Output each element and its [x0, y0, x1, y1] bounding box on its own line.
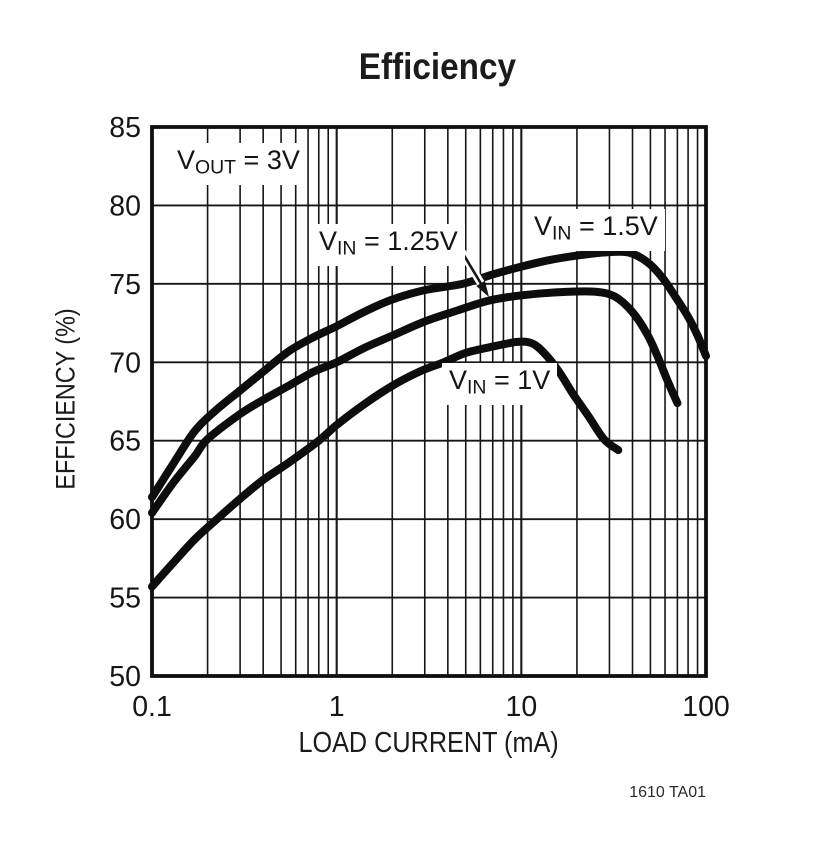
y-tick-label: 80 [109, 190, 141, 222]
x-tick-label: 100 [682, 691, 730, 723]
y-tick-label: 75 [109, 269, 141, 301]
arrow-shaft [460, 251, 485, 288]
y-tick-label: 70 [109, 347, 141, 379]
series-label-vin-1.5v: VIN = 1.5V [527, 209, 665, 252]
plot-border [150, 125, 708, 678]
arrow-head-icon [476, 280, 489, 297]
vin125-symbol: V [319, 226, 338, 256]
y-axis-label: EFFICIENCY (%) [51, 308, 82, 489]
vout-value: = 3V [236, 145, 300, 175]
vout-symbol: V [177, 145, 196, 175]
vout-subscript: OUT [195, 156, 237, 179]
vin1-symbol: V [449, 365, 468, 395]
y-tick-label: 50 [109, 661, 141, 693]
y-tick-label: 65 [109, 426, 141, 458]
x-axis-label-text: LOAD CURRENT (mA) [298, 727, 560, 759]
chart-title-text: Efficiency [358, 46, 516, 87]
vin1-value: = 1V [486, 365, 551, 395]
annotation-vout-condition: VOUT = 3V [170, 143, 307, 186]
vin15-value: = 1.5V [571, 211, 658, 241]
vin15-symbol: V [534, 211, 553, 241]
chart-title: Efficiency [152, 46, 722, 89]
vin125-subscript: IN [337, 237, 357, 260]
curve-vin-1.5v [148, 247, 710, 502]
vin125-value: = 1.25V [356, 226, 458, 256]
y-axis-label-text: EFFICIENCY (%) [50, 308, 81, 490]
series-label-vin-1.25v: VIN = 1.25V [312, 224, 465, 267]
vin1-subscript: IN [467, 376, 487, 399]
x-tick-label: 10 [505, 691, 537, 723]
x-tick-label: 1 [329, 691, 345, 723]
y-tick-label: 60 [109, 504, 141, 536]
curve-vin-1v [148, 337, 623, 591]
x-tick-label: 0.1 [132, 691, 172, 723]
series-label-vin-1v: VIN = 1V [442, 363, 558, 406]
curve-vin-1.25v [148, 287, 682, 517]
x-axis-label: LOAD CURRENT (mA) [152, 727, 706, 760]
y-tick-label: 55 [109, 583, 141, 615]
vin15-subscript: IN [552, 222, 572, 245]
y-tick-label: 85 [109, 112, 141, 144]
figure-code: 1610 TA01 [629, 784, 706, 801]
